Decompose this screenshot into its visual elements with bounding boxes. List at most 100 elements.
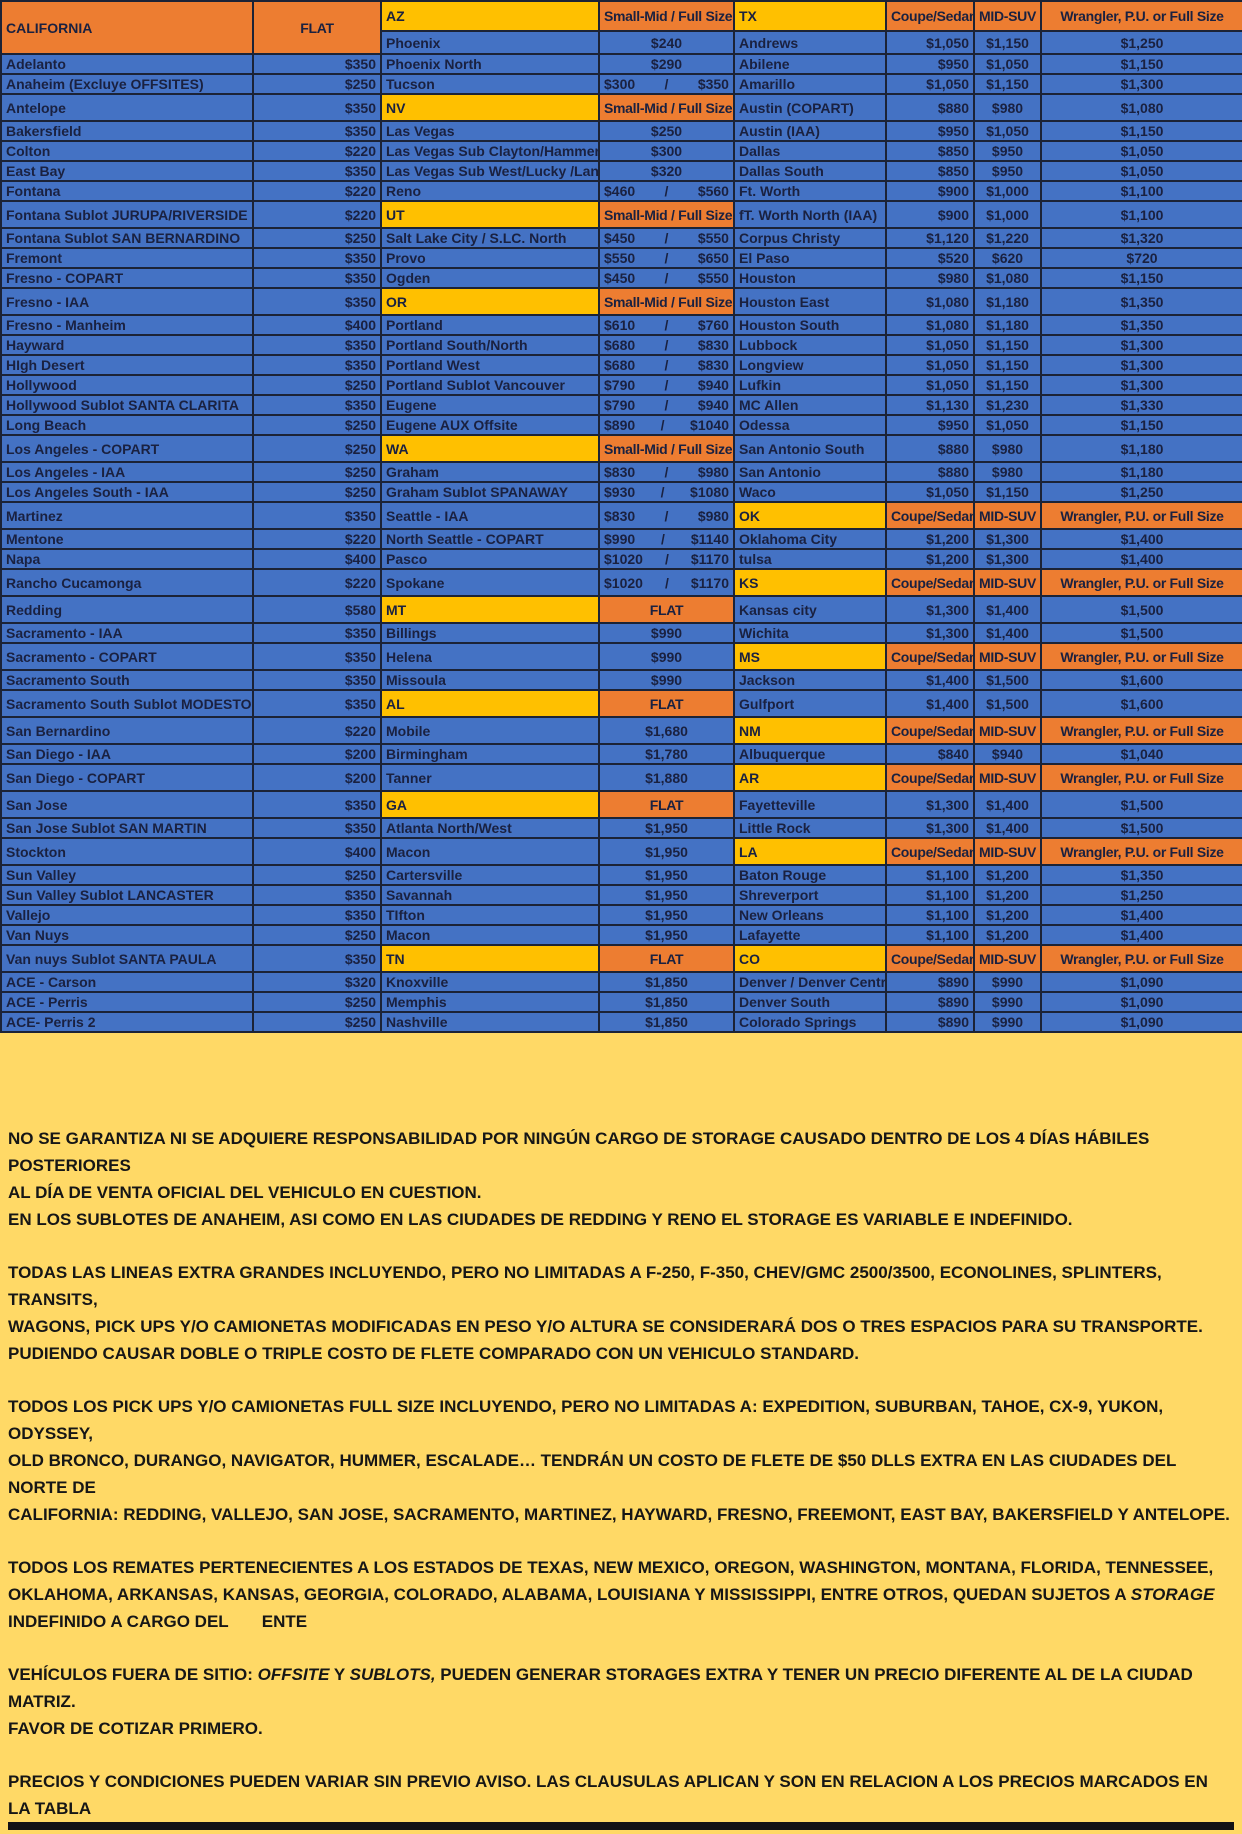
footer-paragraph: NO SE GARANTIZA NI SE ADQUIERE RESPONSAB…	[8, 1125, 1234, 1206]
price-separator: /	[660, 417, 665, 433]
city-cell: Portland South/North	[380, 334, 600, 356]
city-cell: Fresno - COPART	[0, 267, 254, 289]
column-header-cell: Coupe/Sedan	[885, 642, 975, 671]
price-small-mid: $930	[604, 484, 636, 500]
table-row: ACE- Perris 2 $250 Nashville $1,850 Colorado…	[0, 1011, 1242, 1033]
price-cell: $1,050	[1040, 140, 1242, 162]
price-cell: $1,000	[973, 200, 1042, 229]
price-cell: $1,080	[885, 314, 975, 336]
price-full-size: $980	[697, 507, 729, 524]
city-cell: Tucson	[380, 73, 600, 95]
price-cell: $1,300	[1040, 73, 1242, 95]
footer-text-italic: OFFSITE	[257, 1665, 330, 1684]
price-cell: $1,300	[885, 595, 975, 624]
price-cell: $1,350	[1040, 864, 1242, 886]
column-header-cell: Coupe/Sedan	[885, 568, 975, 597]
table-row: Phoenix $240 Andrews $1,050 $1,150 $1,250	[1, 30, 1242, 55]
price-pair-cell: $990 / $1140	[598, 528, 735, 550]
price-cell: $1,320	[1040, 227, 1242, 249]
column-header-cell: FLAT	[598, 689, 735, 718]
table-row: Adelanto $350 Phoenix North $290 Abilene $950…	[0, 53, 1242, 75]
price-cell: $1,180	[1040, 434, 1242, 463]
footer-text: WAGONS, PICK UPS Y/O CAMIONETAS MODIFICA…	[8, 1317, 1203, 1336]
city-cell: Martinez	[0, 501, 254, 530]
price-cell: $1,300	[973, 548, 1042, 570]
footer-text: OKLAHOMA, ARKANSAS, KANSAS, GEORGIA, COL…	[8, 1585, 1131, 1604]
price-pair-cell: $680 / $830	[598, 334, 735, 356]
price-full-size: $1080	[690, 484, 729, 500]
footer-text: Y	[329, 1665, 350, 1684]
price-cell: $220	[252, 140, 382, 162]
price-cell: $890	[885, 971, 975, 993]
price-full-size: $980	[697, 464, 729, 480]
price-cell: $250	[252, 374, 382, 396]
city-cell: Napa	[0, 548, 254, 570]
price-cell: $1,180	[973, 314, 1042, 336]
city-cell: Fremont	[0, 247, 254, 269]
city-cell: East Bay	[0, 160, 254, 182]
city-cell: Andrews	[733, 30, 887, 55]
table-row: Fontana Sublot SAN BERNARDINO $250 Salt La…	[0, 227, 1242, 249]
price-cell: $220	[252, 528, 382, 550]
city-cell: Houston	[733, 267, 887, 289]
price-cell: $320	[598, 160, 735, 182]
footer-paragraph: PRECIOS Y CONDICIONES PUEDEN VARIAR SIN …	[8, 1768, 1234, 1822]
state-label-cell: MS	[733, 642, 887, 671]
price-cell: $900	[885, 200, 975, 229]
price-separator: /	[664, 76, 669, 92]
state-label-cell: AR	[733, 763, 887, 792]
city-cell: Memphis	[380, 991, 600, 1013]
city-cell: Tanner	[380, 763, 600, 792]
price-small-mid: $460	[604, 183, 636, 199]
price-pair-cell: $790 / $940	[598, 394, 735, 416]
city-cell: Fontana Sublot SAN BERNARDINO	[0, 227, 254, 249]
price-pair-cell: $930 / $1080	[598, 481, 735, 503]
price-cell: $1,050	[973, 414, 1042, 436]
city-cell: Antelope	[0, 93, 254, 122]
price-cell: $720	[1040, 247, 1242, 269]
price-full-size: $550	[697, 230, 729, 246]
state-label-cell: UT	[380, 200, 600, 229]
price-cell: $1,050	[885, 354, 975, 376]
price-small-mid: $680	[604, 337, 636, 353]
price-cell: $1,950	[598, 924, 735, 946]
price-cell: $1,180	[973, 287, 1042, 316]
price-cell: $200	[252, 743, 382, 765]
price-cell: $850	[885, 140, 975, 162]
city-cell: Colorado Springs	[733, 1011, 887, 1033]
price-cell: $350	[252, 53, 382, 75]
price-cell: $1,100	[885, 904, 975, 926]
price-cell: $350	[252, 817, 382, 839]
price-pair-cell: $830 / $980	[598, 461, 735, 483]
table-row: Vallejo $350 TIfton $1,950 New Orleans $1,100…	[0, 904, 1242, 926]
table-row: Redding $580 MT FLAT Kansas city $1,300 $1,400…	[0, 595, 1242, 624]
price-cell: $1,220	[973, 227, 1042, 249]
table-row: Sacramento - COPART $350 Helena $990 MS Coupe…	[0, 642, 1242, 671]
footer-text: CALIFORNIA: REDDING, VALLEJO, SAN JOSE, …	[8, 1505, 1230, 1524]
price-cell: $350	[252, 622, 382, 644]
column-header-cell: Wrangler, P.U. or Full Size	[1040, 716, 1242, 745]
table-row: Sacramento - IAA $350 Billings $990 Wichita $…	[0, 622, 1242, 644]
price-cell: $1,950	[598, 904, 735, 926]
column-header-cell: Coupe/Sedan	[885, 0, 975, 32]
table-row: Van nuys Sublot SANTA PAULA $350 TN FLAT CO C…	[0, 944, 1242, 973]
price-pair-cell: $890 / $1040	[598, 414, 735, 436]
price-cell: $1,950	[598, 837, 735, 866]
city-cell: Redding	[0, 595, 254, 624]
price-cell: $1,100	[1040, 180, 1242, 202]
city-cell: Cartersville	[380, 864, 600, 886]
price-cell: $1,300	[885, 817, 975, 839]
price-cell: $890	[885, 991, 975, 1013]
price-cell: $990	[973, 971, 1042, 993]
price-cell: $1,050	[1040, 160, 1242, 182]
price-cell: $1,080	[973, 267, 1042, 289]
footer-paragraph: TODOS LOS REMATES PERTENECIENTES A LOS E…	[8, 1554, 1234, 1635]
price-full-size: $1170	[690, 574, 729, 591]
table-row: Los Angeles South - IAA $250 Graham Sublot…	[0, 481, 1242, 503]
city-cell: Provo	[380, 247, 600, 269]
price-separator: /	[664, 183, 669, 199]
price-cell: $1,500	[1040, 790, 1242, 819]
price-cell: $1,200	[973, 924, 1042, 946]
price-pair-cell: $680 / $830	[598, 354, 735, 376]
city-cell: San Antonio South	[733, 434, 887, 463]
